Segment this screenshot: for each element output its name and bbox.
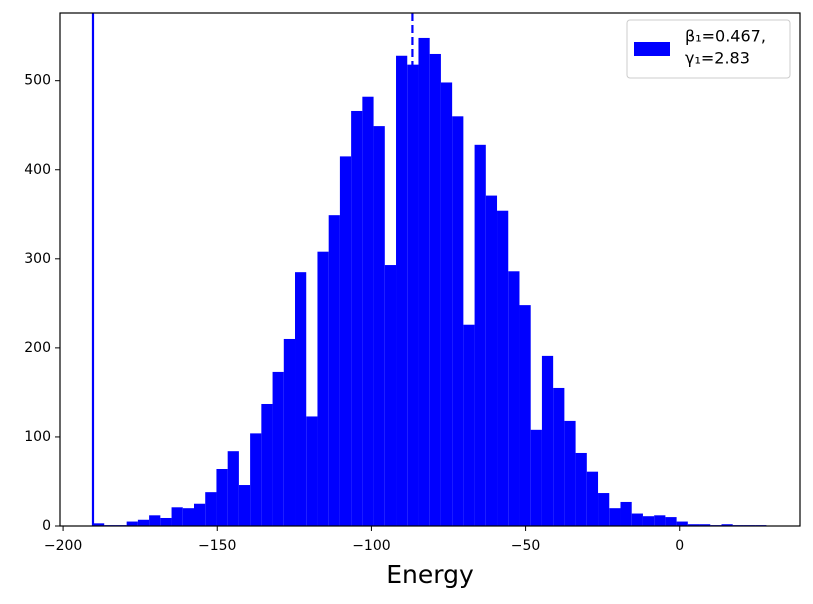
bar bbox=[295, 272, 307, 526]
bar bbox=[654, 515, 666, 526]
legend: β₁=0.467, γ₁=2.83 bbox=[626, 19, 791, 79]
y-tick-label: 100 bbox=[24, 429, 51, 445]
bar bbox=[272, 371, 284, 526]
bar bbox=[407, 64, 419, 526]
bar bbox=[227, 451, 239, 526]
bar bbox=[429, 53, 441, 526]
bar bbox=[137, 519, 150, 526]
bar bbox=[205, 492, 217, 526]
bar bbox=[676, 521, 688, 526]
bar bbox=[317, 251, 329, 526]
bar bbox=[194, 503, 206, 526]
bar bbox=[452, 116, 464, 526]
y-tick-label: 0 bbox=[42, 518, 51, 534]
x-tick-label: −50 bbox=[511, 538, 541, 554]
bar bbox=[283, 338, 296, 526]
y-tick-label: 200 bbox=[24, 340, 51, 356]
x-axis-label: Energy bbox=[386, 560, 474, 589]
bar bbox=[620, 501, 632, 526]
x-tick-label: −150 bbox=[198, 538, 236, 554]
bar bbox=[351, 110, 363, 526]
x-tick-label: −100 bbox=[352, 538, 390, 554]
bar bbox=[474, 144, 486, 526]
bar bbox=[530, 429, 542, 526]
bar bbox=[642, 516, 655, 526]
bar bbox=[699, 524, 711, 526]
bar bbox=[575, 452, 587, 526]
bar bbox=[160, 517, 172, 526]
plot-frame bbox=[59, 12, 801, 527]
legend-frame bbox=[626, 19, 791, 79]
bar bbox=[182, 508, 195, 526]
y-tick-label: 300 bbox=[24, 251, 51, 267]
bar bbox=[665, 517, 677, 526]
bar bbox=[250, 433, 262, 526]
bar bbox=[721, 524, 733, 526]
bar bbox=[171, 507, 183, 526]
bar bbox=[238, 485, 251, 526]
bar bbox=[328, 215, 340, 526]
bar bbox=[396, 55, 408, 526]
bar bbox=[497, 210, 509, 526]
bar bbox=[384, 265, 397, 526]
bar bbox=[418, 37, 430, 526]
bar bbox=[519, 305, 531, 526]
bar bbox=[92, 523, 105, 526]
bar bbox=[631, 513, 643, 526]
bar bbox=[586, 471, 599, 526]
bar bbox=[463, 324, 475, 526]
bar bbox=[261, 403, 273, 526]
bar bbox=[598, 493, 610, 526]
bar bbox=[564, 420, 576, 526]
y-tick-label: 500 bbox=[24, 73, 51, 89]
x-tick-label: 0 bbox=[675, 538, 684, 554]
legend-label: β₁=0.467, bbox=[685, 27, 766, 46]
bar bbox=[553, 387, 565, 526]
bar bbox=[373, 126, 385, 526]
bar bbox=[126, 521, 138, 526]
y-tick-label: 400 bbox=[24, 162, 51, 178]
bar bbox=[687, 524, 700, 526]
bar bbox=[508, 271, 520, 526]
legend-label: γ₁=2.83 bbox=[685, 49, 750, 68]
bar bbox=[306, 416, 318, 526]
bar bbox=[440, 82, 453, 526]
bar bbox=[149, 515, 161, 526]
bar bbox=[362, 96, 374, 526]
x-tick-label: −200 bbox=[44, 538, 82, 554]
legend-swatch bbox=[634, 42, 670, 56]
bar bbox=[339, 156, 352, 526]
bar bbox=[541, 355, 554, 526]
bar bbox=[216, 469, 228, 526]
bar bbox=[485, 195, 498, 526]
bar bbox=[609, 508, 621, 526]
